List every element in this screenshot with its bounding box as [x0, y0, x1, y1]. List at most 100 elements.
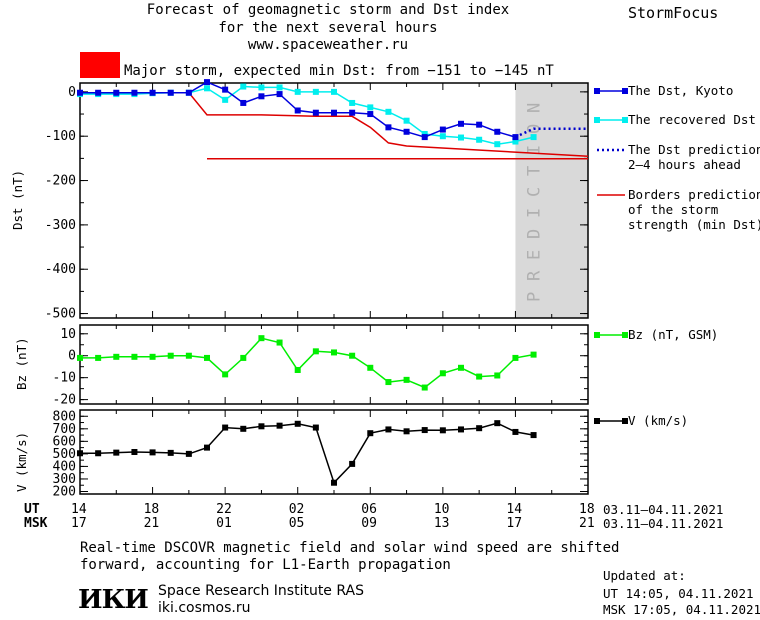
kyoto-dst-point: [331, 109, 337, 116]
v-point: [258, 423, 265, 430]
v-point: [222, 424, 229, 431]
bz-point: [476, 373, 483, 380]
bz-line: [80, 337, 534, 389]
ut-tick-label: 02: [288, 502, 305, 517]
y-tick-label: -10: [53, 371, 76, 386]
bz-point: [530, 351, 537, 358]
updated-msk: MSK 17:05, 04.11.2021: [603, 602, 760, 617]
legend-dst-kyoto: The Dst, Kyoto: [628, 83, 734, 98]
ut-tick-label: 18: [579, 502, 595, 517]
recovered-dst-point: [530, 134, 537, 141]
v-point: [439, 427, 446, 434]
recovered-dst-point: [494, 141, 501, 148]
y-tick-label: 800: [53, 409, 76, 424]
kyoto-dst-point: [167, 89, 174, 96]
legend-borders-3: strength (min Dst): [628, 217, 760, 232]
msk-tick-label: 17: [506, 516, 523, 531]
footer-note-line2: forward, accounting for L1-Earth propaga…: [80, 557, 451, 573]
v-point: [494, 420, 501, 427]
v-point: [476, 425, 483, 432]
recovered-dst-point: [222, 96, 229, 103]
msk-tick-label: 13: [433, 516, 450, 531]
kyoto-dst-point: [458, 120, 464, 127]
recovered-dst-point: [458, 134, 464, 141]
kyoto-dst-point: [385, 124, 392, 131]
prediction-letter: D: [525, 229, 545, 239]
storm-label: Major storm, expected min Dst: from −151…: [124, 63, 554, 79]
prediction-letter: R: [525, 270, 545, 281]
storm-indicator-box: [80, 52, 120, 78]
y-tick-label: 0: [68, 85, 76, 100]
v-axis-label: V (km/s): [14, 431, 29, 492]
bz-point: [204, 354, 210, 361]
legend-bz-swatch-marker: [622, 332, 628, 338]
recovered-dst-point: [385, 108, 392, 115]
bz-point: [276, 339, 283, 346]
legend-kyoto-swatch-marker: [594, 88, 600, 94]
recovered-dst-point: [312, 88, 319, 95]
msk-tick-label: 21: [579, 516, 595, 531]
v-point: [331, 479, 337, 486]
msk-tick-label: 05: [288, 516, 305, 531]
prediction-letter: E: [525, 250, 545, 260]
v-point: [385, 426, 392, 433]
prediction-letter: P: [525, 292, 545, 302]
v-point: [204, 444, 210, 451]
recovered-dst-point: [367, 104, 374, 111]
msk-tick-label: 09: [361, 516, 377, 531]
recovered-dst-point: [439, 133, 446, 140]
v-point: [149, 449, 156, 456]
bz-point: [77, 354, 83, 361]
recovered-dst-point: [294, 88, 301, 95]
ut-tick-label: 14: [71, 502, 87, 517]
kyoto-dst-point: [95, 89, 102, 96]
kyoto-dst-point: [276, 91, 283, 98]
y-tick-label: 200: [53, 484, 76, 499]
bz-point: [167, 352, 174, 359]
y-tick-label: 500: [53, 447, 76, 462]
legend-bz: Bz (nT, GSM): [628, 327, 719, 342]
v-point: [113, 449, 120, 456]
legend-recovered-swatch-marker: [622, 117, 628, 123]
prediction-letter: I: [525, 208, 545, 218]
iki-logo: ИКИ: [78, 585, 149, 615]
kyoto-dst-point: [185, 89, 192, 96]
ut-tick-label: 06: [361, 502, 377, 517]
v-point: [167, 449, 174, 456]
kyoto-dst-point: [113, 89, 120, 96]
bz-point: [367, 364, 374, 371]
v-point: [530, 432, 537, 439]
institute-site: iki.cosmos.ru: [158, 600, 251, 616]
v-point: [77, 450, 83, 457]
bz-point: [222, 371, 229, 378]
chart-title-line3: www.spaceweather.ru: [247, 37, 409, 53]
kyoto-dst-point: [222, 86, 229, 93]
v-point: [276, 422, 283, 429]
bz-point: [458, 364, 464, 371]
bz-point: [439, 370, 446, 377]
legend-recovered-dst: The recovered Dst: [628, 112, 756, 127]
recovered-dst-point: [258, 84, 265, 91]
msk-tick-label: 21: [143, 516, 160, 531]
kyoto-dst-point: [258, 93, 265, 100]
bz-point: [312, 348, 319, 355]
bz-point: [331, 349, 337, 356]
v-point: [367, 430, 374, 437]
legend-bz-swatch-marker: [594, 332, 600, 338]
kyoto-dst-point: [403, 128, 410, 135]
v-point: [349, 460, 356, 467]
prediction-letter: T: [525, 166, 545, 176]
recovered-dst-point: [421, 130, 428, 137]
y-tick-label: 0: [68, 349, 76, 364]
ut-label: UT: [24, 502, 40, 517]
recovered-dst-point: [349, 99, 356, 106]
bz-point: [185, 352, 192, 359]
panel-frame: [79, 324, 589, 405]
chart-title-line2: for the next several hours: [218, 20, 438, 36]
kyoto-dst-point: [367, 111, 374, 118]
msk-tick-label: 17: [71, 516, 87, 531]
v-point: [95, 450, 102, 457]
v-point: [512, 428, 519, 435]
borders-lower-line: [80, 92, 589, 157]
recovered-dst-point: [204, 85, 210, 92]
